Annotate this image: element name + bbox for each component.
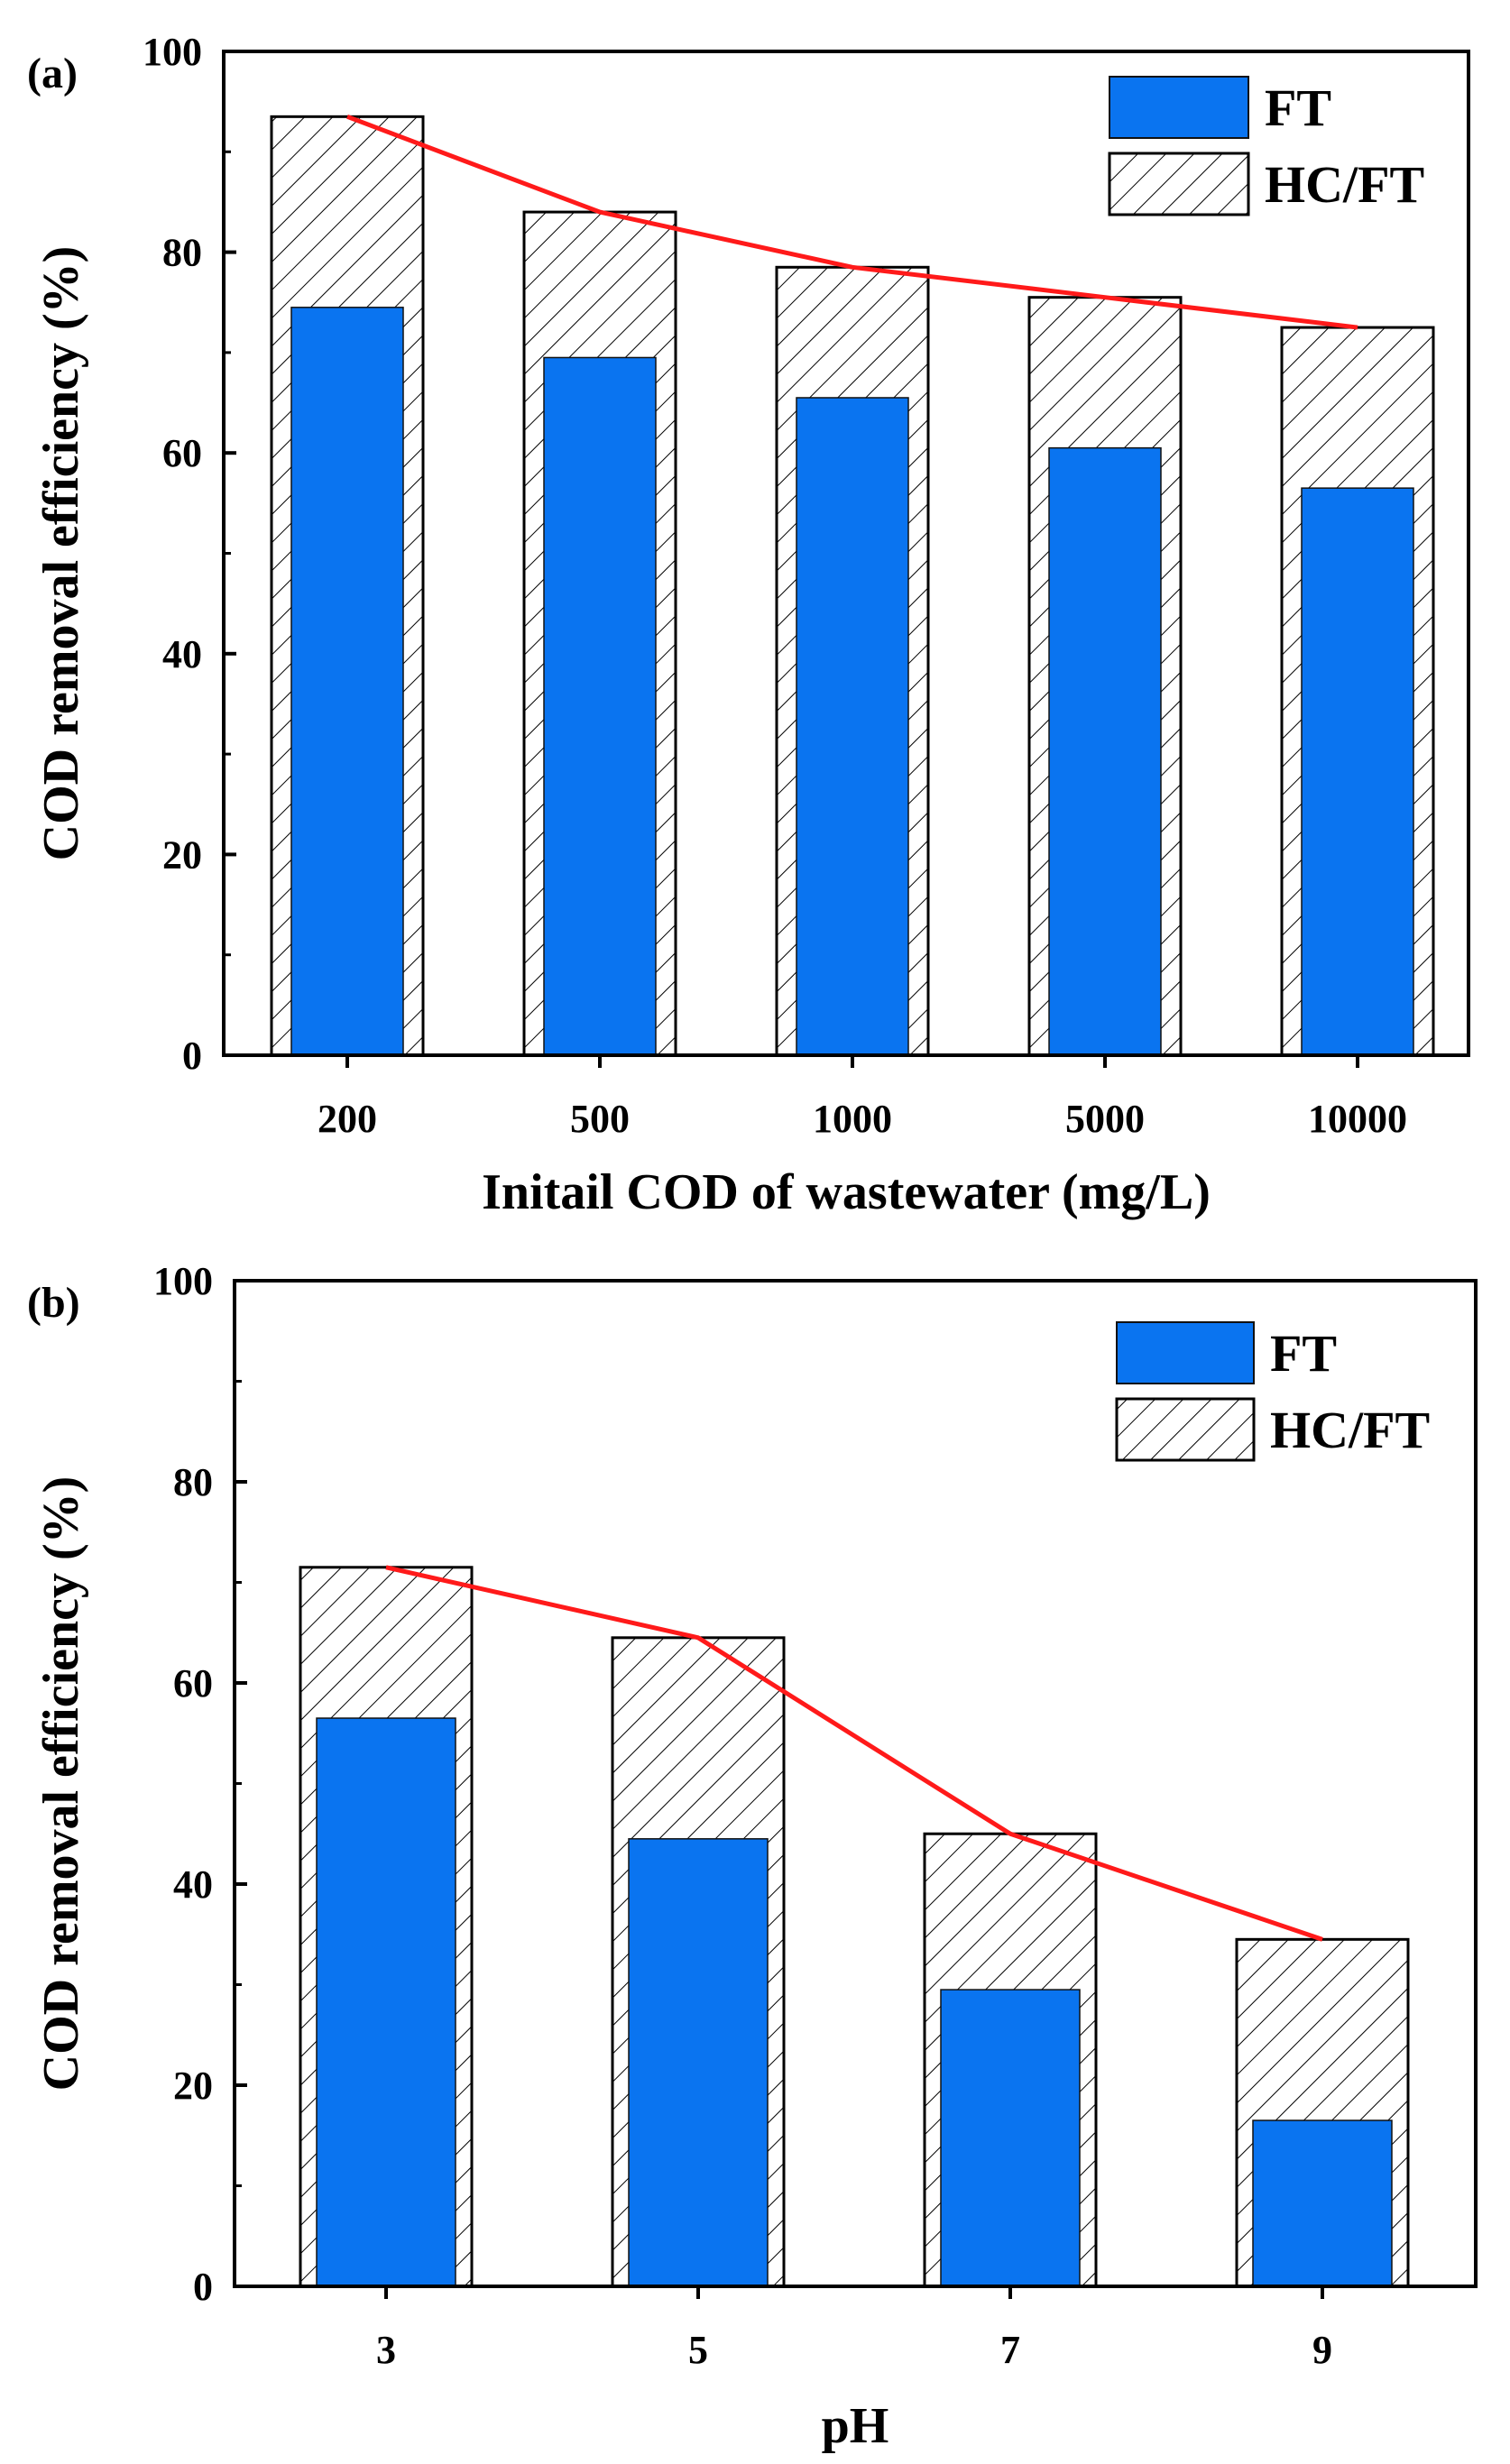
chart-panel-b: 0 20 40 60 80 100 3 5 7 9 pH COD removal efficiency… bbox=[27, 1259, 1478, 2454]
y-tick-label-b-1: 20 bbox=[173, 2064, 213, 2108]
panel-label-b: (b) bbox=[27, 1279, 80, 1327]
x-tick-label-a-2: 1000 bbox=[813, 1097, 892, 1141]
y-tick-label-b-3: 60 bbox=[173, 1661, 213, 1705]
legend-label-hcft-a: HC/FT bbox=[1265, 155, 1424, 214]
y-axis-title-b: COD removal efficiency (%) bbox=[33, 1476, 89, 2092]
y-tick-label-a-4: 80 bbox=[162, 231, 202, 275]
y-tick-label-a-0: 0 bbox=[182, 1034, 202, 1078]
legend-label-ft-b: FT bbox=[1270, 1324, 1337, 1383]
x-tick-label-a-3: 5000 bbox=[1065, 1097, 1145, 1141]
x-tick-label-a-4: 10000 bbox=[1308, 1097, 1407, 1141]
legend-swatch-hcft-b bbox=[1115, 1397, 1256, 1462]
x-tick-label-b-0: 3 bbox=[376, 2328, 396, 2372]
y-tick-label-b-5: 100 bbox=[153, 1259, 213, 1303]
ft-bar-b-1 bbox=[628, 1838, 769, 2287]
panel-label-a: (a) bbox=[27, 50, 78, 97]
ft-bar-a-4 bbox=[1301, 487, 1414, 1056]
y-tick-label-a-3: 60 bbox=[162, 431, 202, 475]
ft-bar-a-3 bbox=[1048, 446, 1162, 1056]
x-tick-label-a-0: 200 bbox=[318, 1097, 377, 1141]
legend-swatch-ft-a bbox=[1109, 76, 1249, 139]
legend-swatch-ft-b bbox=[1116, 1321, 1255, 1384]
y-tick-label-a-2: 40 bbox=[162, 632, 202, 676]
trend-line-a bbox=[346, 115, 1358, 330]
y-tick-label-b-0: 0 bbox=[193, 2265, 213, 2309]
x-axis-title-a: Initail COD of wastewater (mg/L) bbox=[482, 1164, 1211, 1220]
trend-line-b bbox=[385, 1565, 1323, 1942]
ft-bar-a-2 bbox=[796, 397, 909, 1056]
legend-label-ft-a: FT bbox=[1265, 78, 1331, 137]
x-axis-title-b: pH bbox=[822, 2398, 889, 2454]
y-axis-title-a: COD removal efficiency (%) bbox=[33, 246, 89, 861]
x-tick-label-b-2: 7 bbox=[1000, 2328, 1020, 2372]
x-tick-label-b-3: 9 bbox=[1312, 2328, 1332, 2372]
ft-bar-b-2 bbox=[940, 1989, 1081, 2287]
y-tick-label-a-1: 20 bbox=[162, 832, 202, 877]
legend-swatch-hcft-a bbox=[1108, 152, 1250, 216]
ft-bar-b-0 bbox=[316, 1717, 456, 2287]
x-tick-label-a-1: 500 bbox=[570, 1097, 630, 1141]
y-tick-label-b-2: 40 bbox=[173, 1862, 213, 1907]
y-tick-label-b-4: 80 bbox=[173, 1460, 213, 1504]
chart-panel-a: 0 20 40 60 80 100 200 500 1000 5000 10000 Initail C… bbox=[27, 30, 1470, 1220]
ft-bar-b-3 bbox=[1252, 2119, 1393, 2287]
legend-label-hcft-b: HC/FT bbox=[1270, 1401, 1430, 1459]
y-tick-label-a-5: 100 bbox=[143, 30, 202, 74]
x-tick-label-b-1: 5 bbox=[688, 2328, 708, 2372]
ft-bar-a-1 bbox=[543, 356, 657, 1056]
ft-bar-a-0 bbox=[290, 307, 404, 1056]
